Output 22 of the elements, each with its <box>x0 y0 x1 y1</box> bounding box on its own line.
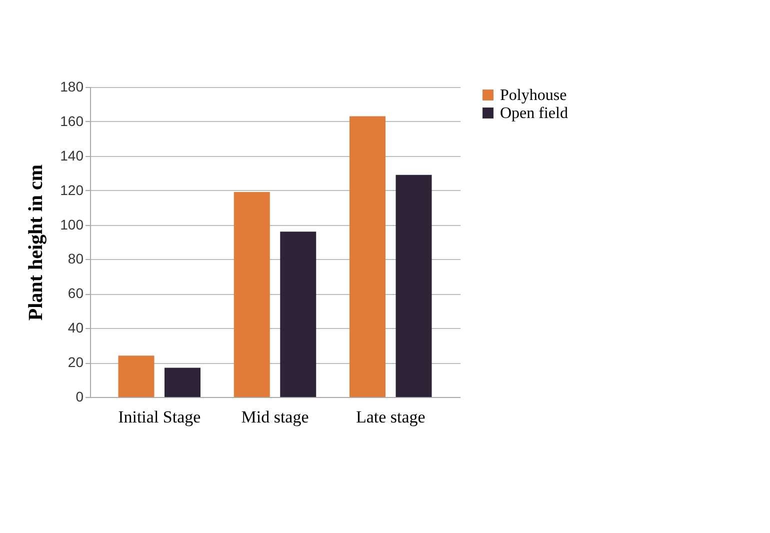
bar <box>118 356 154 397</box>
y-tick-label: 160 <box>60 112 84 129</box>
y-tick-label: 40 <box>68 320 84 336</box>
y-tick-label: 120 <box>60 182 84 198</box>
bar <box>234 192 270 397</box>
y-tick-label: 60 <box>68 285 84 302</box>
bar <box>280 232 316 397</box>
y-tick-label: 140 <box>60 147 84 164</box>
x-tick-label: Initial Stage <box>118 408 201 426</box>
bar <box>350 116 386 397</box>
y-tick-label: 80 <box>68 250 84 267</box>
legend-label: Open field <box>500 105 568 122</box>
legend-label: Polyhouse <box>500 87 567 104</box>
y-tick-label: 180 <box>60 78 84 94</box>
y-tick-label: 20 <box>68 354 84 370</box>
y-tick-label: 100 <box>60 216 84 232</box>
bar <box>164 368 200 397</box>
x-tick-label: Late stage <box>356 408 426 426</box>
bar <box>396 174 432 397</box>
y-axis-title: Plant height in cm <box>25 164 48 321</box>
y-tick-label: 0 <box>76 388 84 404</box>
x-tick-label: Mid stage <box>241 408 309 426</box>
